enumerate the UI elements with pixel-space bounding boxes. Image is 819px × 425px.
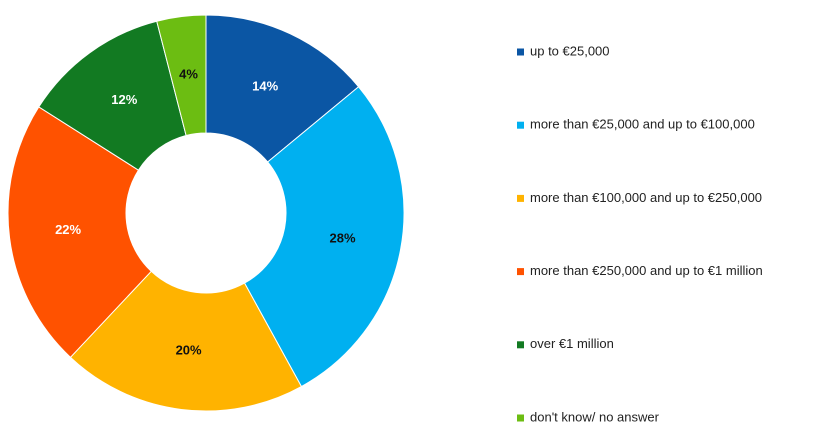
legend-swatch	[517, 48, 524, 56]
data-label: 20%	[176, 342, 202, 357]
donut-slice	[7, 106, 152, 359]
legend-label: more than €25,000 and up to €100,000	[530, 117, 755, 132]
data-label: 14%	[252, 79, 278, 94]
legend-swatch	[517, 414, 524, 422]
legend-swatch	[517, 268, 524, 276]
data-label: 28%	[330, 230, 356, 245]
donut-slice	[69, 270, 303, 412]
donut-slice	[205, 14, 360, 163]
donut-slice	[243, 86, 405, 388]
legend-label: up to €25,000	[530, 43, 610, 58]
legend-label: more than €250,000 and up to €1 million	[530, 263, 763, 278]
legend-label: over €1 million	[530, 336, 614, 351]
data-label: 4%	[179, 67, 198, 82]
legend-swatch	[517, 121, 524, 129]
legend-swatch	[517, 341, 524, 349]
data-label: 12%	[111, 92, 137, 107]
legend-label: don't know/ no answer	[530, 409, 660, 424]
legend-swatch	[517, 194, 524, 202]
donut-slice	[156, 14, 207, 137]
legend-label: more than €100,000 and up to €250,000	[530, 190, 762, 205]
data-label: 22%	[55, 222, 81, 237]
